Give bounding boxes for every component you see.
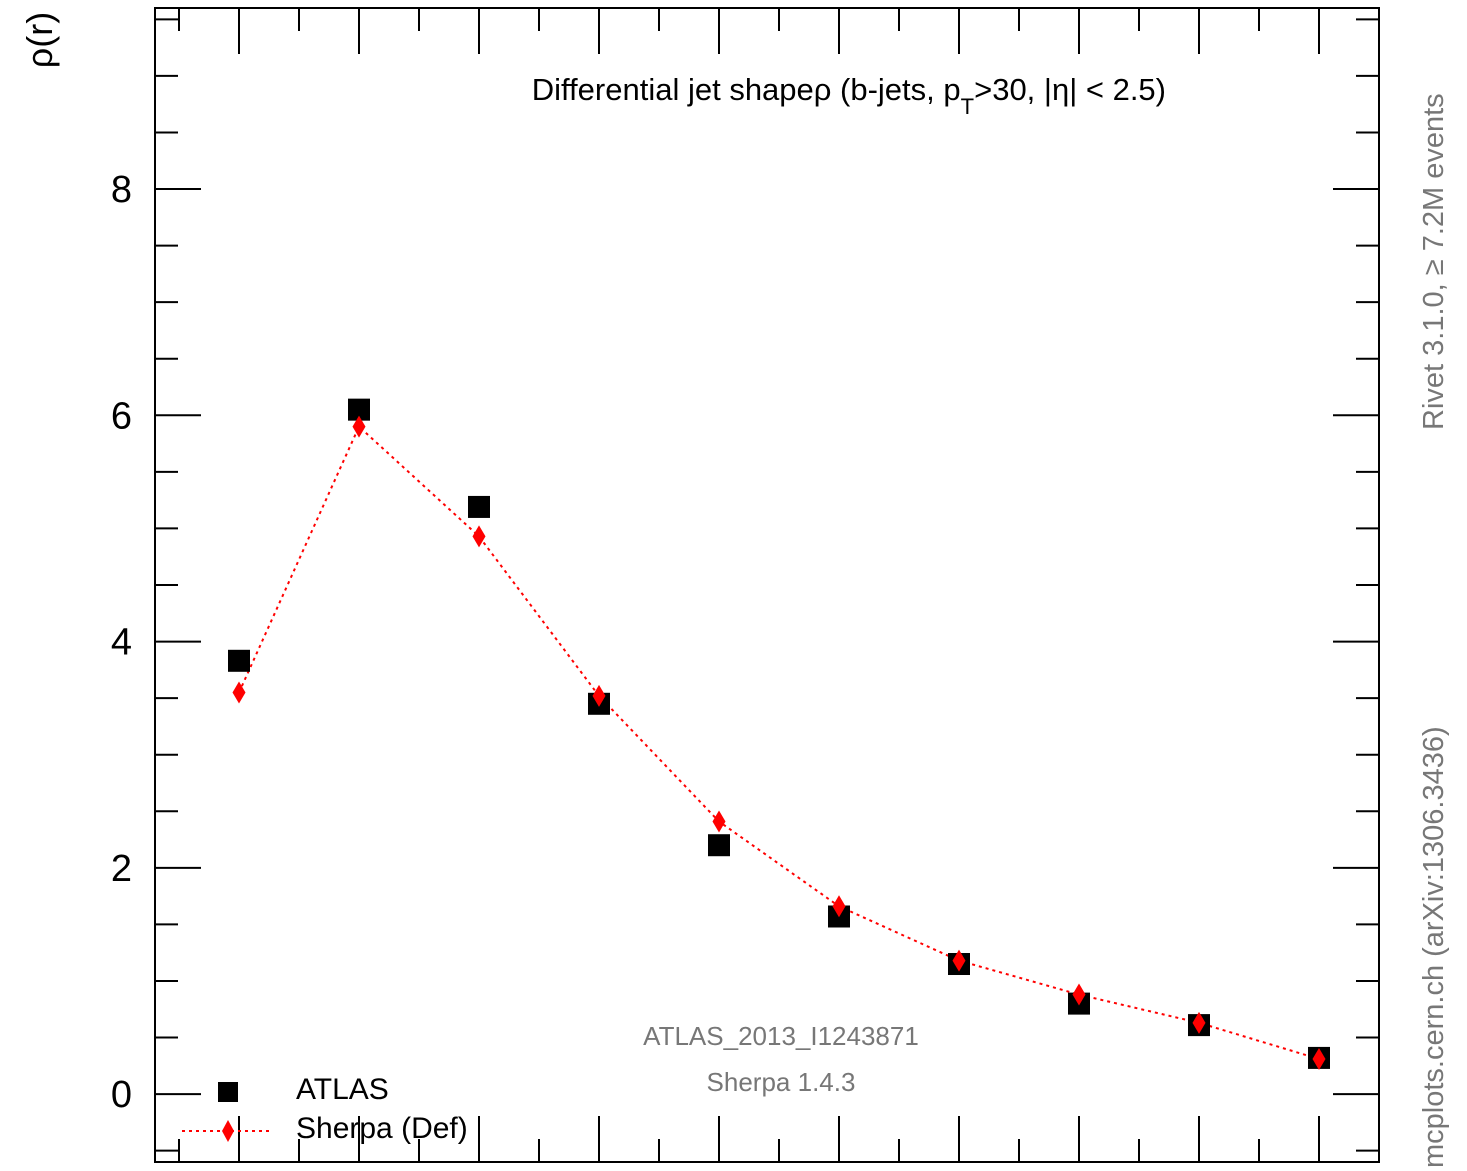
sherpa-point (472, 525, 486, 548)
sherpa-point (952, 949, 966, 972)
atlas-point (468, 495, 490, 518)
y-tick-label: 4 (111, 622, 132, 664)
generator-label: Sherpa 1.4.3 (707, 1067, 856, 1097)
sherpa-point (352, 415, 366, 438)
side-label-rivet: Rivet 3.1.0, ≥ 7.2M events (1418, 93, 1450, 430)
sherpa-point (232, 681, 246, 704)
plot-border (154, 7, 1380, 1163)
y-axis-label: ρ(r) (19, 12, 60, 68)
sherpa-point (712, 810, 726, 833)
chart-title-cuts-prefix: (b-jets, p (831, 72, 960, 107)
data-marker-layer (228, 398, 1330, 1071)
axis-ticks: 0 2 4 6 8 (111, 8, 1379, 1162)
y-tick-label: 8 (111, 169, 132, 211)
legend: ATLAS Sherpa (Def) (182, 1073, 468, 1145)
y-tick-label: 0 (111, 1074, 132, 1116)
chart-title-subscript: T (961, 94, 974, 119)
y-tick-label: 2 (111, 848, 132, 890)
sherpa-point (1192, 1011, 1206, 1034)
side-label-mcplots: mcplots.cern.ch (arXiv:1306.3436) (1418, 726, 1450, 1168)
sherpa-point (592, 684, 606, 707)
chart-title-main: Differential jet shape (532, 72, 814, 107)
chart-title: Differential jet shapeρ (b-jets, pT>30, … (532, 72, 1166, 119)
atlas-point (228, 649, 250, 672)
legend-sherpa-label: Sherpa (Def) (296, 1112, 468, 1145)
atlas-point (348, 398, 370, 421)
sherpa-point (1072, 983, 1086, 1006)
sherpa-point (832, 895, 846, 918)
atlas-point (708, 834, 730, 857)
sherpa-point (1312, 1048, 1326, 1071)
legend-atlas-marker (218, 1082, 238, 1102)
chart-title-symbol: ρ (814, 72, 832, 107)
sherpa-line (238, 424, 1320, 1060)
analysis-label: ATLAS_2013_I1243871 (643, 1021, 919, 1051)
legend-sherpa-marker (222, 1120, 234, 1142)
chart-title-cuts-suffix: >30, |η| < 2.5) (974, 72, 1166, 107)
plot-frame (154, 7, 1380, 1163)
legend-atlas-label: ATLAS (296, 1073, 389, 1106)
sherpa-line-layer (238, 424, 1320, 1060)
y-tick-label: 6 (111, 395, 132, 437)
